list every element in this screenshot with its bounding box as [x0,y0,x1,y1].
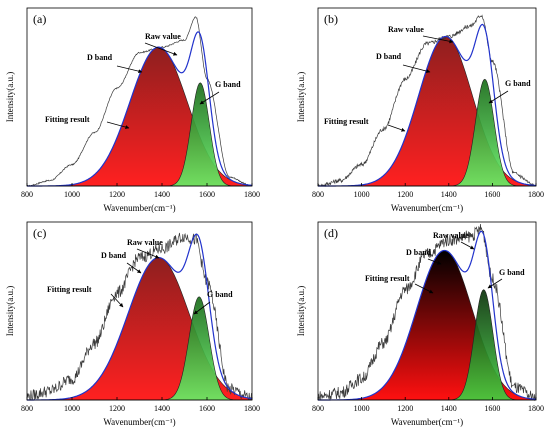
x-axis-label: Wavenumber(cm⁻¹) [103,203,175,213]
x-tick-label: 1000 [354,190,370,199]
x-tick-label: 1000 [64,190,80,199]
annotation-arrow [199,91,220,105]
d-band-area [318,36,537,187]
x-tick-label: 1800 [528,190,544,199]
plot-frame [317,7,537,187]
x-tick-label: 800 [21,404,33,413]
raw-value-line [317,224,537,402]
annotation-arrow [487,278,503,289]
x-tick-label: 1000 [354,404,370,413]
fitting-result-line [26,233,253,401]
annotation-arrow [116,65,143,74]
x-tick-label: 800 [312,190,324,199]
panel-label: (d) [324,226,338,240]
plot-frame [317,221,537,401]
x-tick-label: 1400 [441,404,457,413]
x-tick-label: 1800 [244,190,260,199]
chart-panel: 800 1000 1200 1400 1600 1800 Wavenumber(cm⁻¹) I… [5,7,260,213]
x-tick-label: 1600 [199,190,215,199]
annotation-arrow [106,121,130,129]
y-axis-label: Intensity(a.u.) [296,72,306,122]
x-tick-label: 1200 [109,404,125,413]
y-axis-label: Intensity(a.u.) [296,286,306,336]
panel-label: (b) [324,12,338,26]
x-axis-label: Wavenumber(cm⁻¹) [103,417,175,427]
raw-value-line [26,232,253,401]
fitting-result-line [317,230,537,401]
chart-panel: 800 1000 1200 1400 1600 1800 Wavenumber(cm⁻¹) I… [5,221,260,427]
y-axis-label: Intensity(a.u.) [5,286,15,336]
x-tick-label: 1400 [441,190,457,199]
x-tick-label: 1400 [154,404,170,413]
annotation-label: D band [87,53,113,62]
annotation-label: Fitting result [47,285,92,294]
annotation-label: Raw value [433,231,469,240]
annotation-label: G band [505,79,531,88]
x-tick-label: 1200 [397,190,413,199]
annotation-label: G band [215,80,241,89]
annotation-arrow [110,293,124,308]
annotation-arrow [136,248,160,259]
x-tick-label: 1600 [484,190,500,199]
annotation-label: Raw value [127,238,163,247]
annotation-label: Fitting result [324,117,369,126]
x-tick-label: 1800 [244,404,260,413]
x-tick-label: 1600 [199,404,215,413]
panel-label: (c) [33,226,46,240]
annotation-arrow [387,124,406,132]
annotation-arrow [422,35,454,44]
x-tick-label: 1000 [64,404,80,413]
x-axis-label: Wavenumber(cm⁻¹) [391,417,463,427]
annotation-label: Fitting result [365,274,410,283]
fitting-result-line [318,23,537,187]
annotation-label: D band [406,248,432,257]
annotation-label: D band [376,52,402,61]
fitting-result-line [27,31,253,187]
x-tick-label: 1200 [397,404,413,413]
x-tick-label: 1200 [109,190,125,199]
y-axis-label: Intensity(a.u.) [5,72,15,122]
x-tick-label: 800 [312,404,324,413]
annotation-arrow [427,258,442,265]
x-tick-label: 1400 [154,190,170,199]
x-tick-label: 1600 [484,404,500,413]
panel-label: (a) [33,12,46,26]
annotation-label: G band [499,268,525,277]
annotation-arrow [193,301,211,315]
raw-value-line [26,16,253,187]
annotation-label: Raw value [388,25,424,34]
x-tick-label: 1800 [528,404,544,413]
chart-panel: 800 1000 1200 1400 1600 1800 Wavenumber(cm⁻¹) I… [296,221,544,427]
annotation-arrow [414,283,434,294]
plot-frame [26,7,253,187]
annotation-arrow [488,90,509,104]
chart-panel: 800 1000 1200 1400 1600 1800 Wavenumber(cm⁻¹) I… [296,7,544,213]
annotation-arrow [144,42,178,56]
d-band-area [26,257,253,401]
raw-value-line [317,14,537,188]
x-tick-label: 800 [21,190,33,199]
plot-frame [26,221,253,401]
annotation-label: D band [101,251,127,260]
x-axis-label: Wavenumber(cm⁻¹) [391,203,463,213]
annotation-label: Fitting result [45,115,90,124]
annotation-arrow [126,262,142,274]
annotation-arrow [402,64,431,74]
annotation-label: Raw value [145,32,181,41]
annotation-arrow [460,241,475,250]
annotation-label: G band [207,290,233,299]
